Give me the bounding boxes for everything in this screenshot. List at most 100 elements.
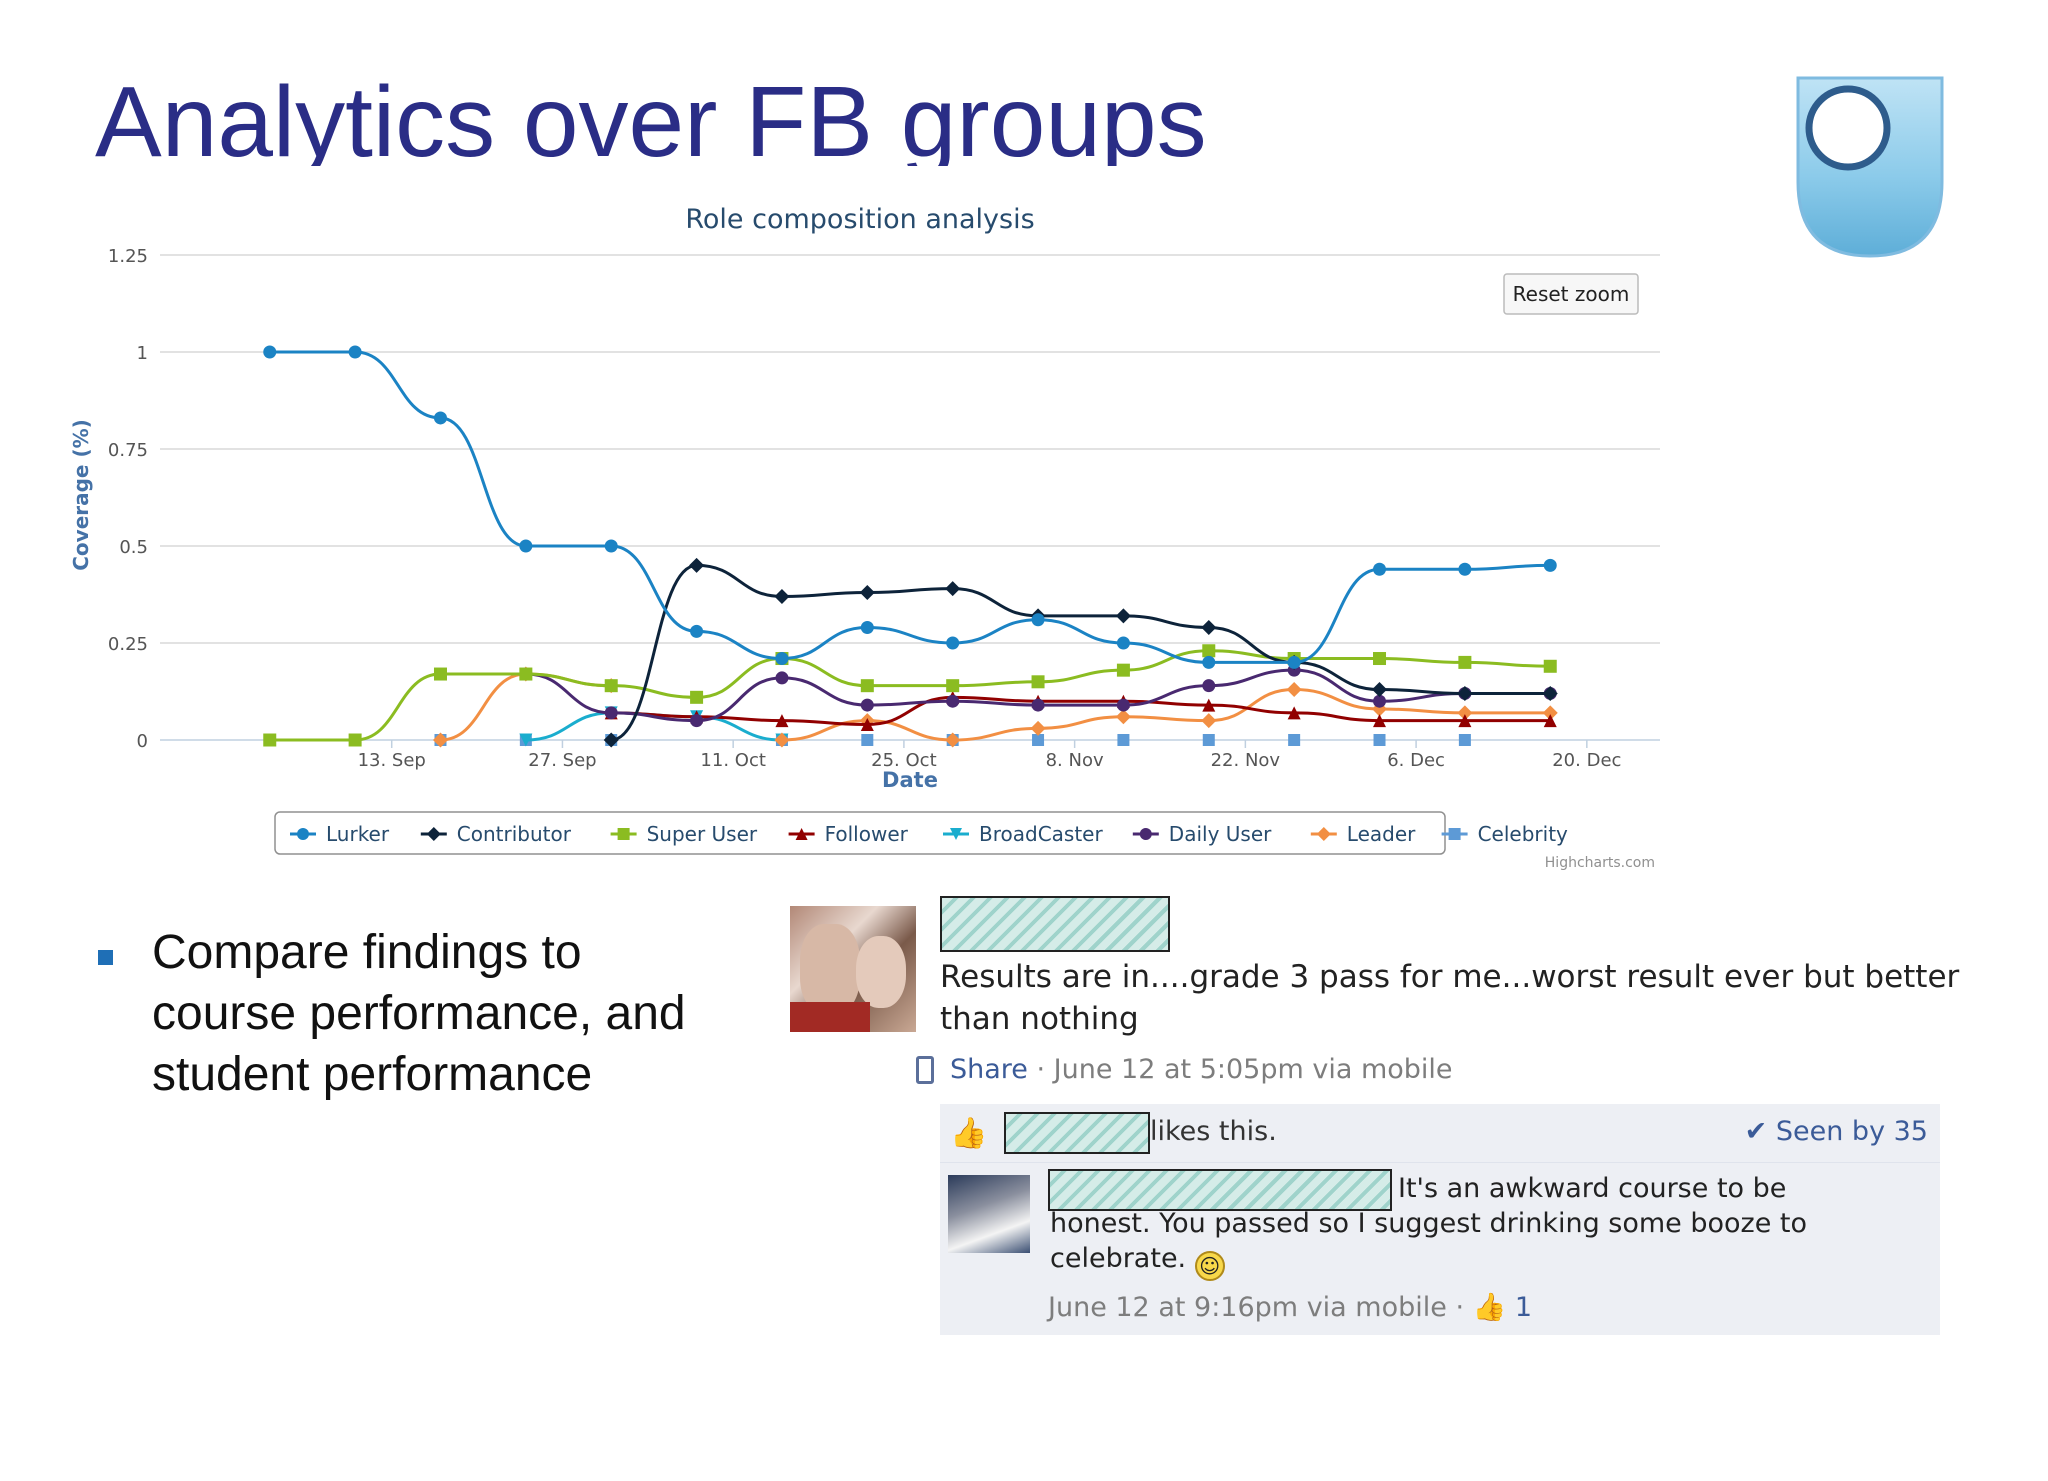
data-point — [1373, 714, 1387, 728]
chart-grid — [160, 254, 1660, 741]
data-point — [263, 733, 277, 747]
data-point — [1139, 828, 1152, 840]
legend-label: Daily User — [1169, 822, 1272, 846]
data-point — [1202, 698, 1216, 712]
data-point — [860, 620, 874, 634]
data-point — [795, 828, 808, 840]
data-point — [1372, 701, 1388, 717]
data-point — [1201, 713, 1217, 729]
legend-label: Contributor — [457, 822, 572, 846]
data-point — [1201, 619, 1217, 635]
series-line — [269, 350, 1551, 664]
comment-text: It's an awkward course to be honest. You… — [1050, 1171, 1890, 1281]
bullet-item: Compare findings to course performance, … — [96, 922, 712, 1105]
data-point — [860, 717, 874, 731]
data-point — [1115, 608, 1131, 624]
data-point — [1031, 613, 1045, 627]
data-point — [348, 733, 362, 747]
y-tick-label: 1.25 — [108, 246, 148, 267]
series-leader — [432, 666, 1558, 748]
share-link[interactable]: Share — [950, 1054, 1028, 1085]
x-tick-label: 11. Oct — [700, 750, 765, 771]
post-author-avatar[interactable] — [790, 906, 916, 1032]
data-point — [519, 733, 533, 747]
data-point — [519, 667, 533, 681]
data-point — [1372, 682, 1388, 698]
legend-item: BroadCaster — [943, 822, 1103, 846]
legend-item: Follower — [788, 822, 909, 846]
redacted-liker-name — [1004, 1112, 1150, 1154]
x-tick-label: 27. Sep — [528, 750, 596, 771]
data-point — [1458, 714, 1472, 728]
data-point — [1286, 682, 1302, 698]
seen-by-count[interactable]: ✔ Seen by 35 — [1744, 1116, 1928, 1147]
y-tick-label: 0 — [137, 731, 148, 752]
chart-title: Role composition analysis — [685, 204, 1034, 235]
post-feedback-box: 👍 likes this. ✔ Seen by 35 It's an awkwa… — [940, 1104, 1940, 1335]
data-point — [1287, 706, 1301, 720]
data-point — [1373, 734, 1386, 746]
x-tick-label: 25. Oct — [871, 750, 936, 771]
data-point — [1542, 685, 1558, 701]
comment-like-count[interactable]: 1 — [1514, 1292, 1533, 1323]
data-point — [1031, 698, 1045, 712]
legend-item: Celebrity — [1441, 822, 1568, 846]
y-axis-ticks: 0 0.25 0.5 0.75 1 1.25 — [108, 246, 148, 752]
y-tick-label: 0.5 — [119, 537, 148, 558]
data-point — [859, 585, 875, 601]
smiley-emoji-icon: ☺ — [1194, 1251, 1225, 1281]
data-point — [1030, 720, 1046, 736]
data-point — [1458, 734, 1471, 746]
facebook-post: Results are in....grade 3 pass for me...… — [790, 896, 1990, 1346]
bullet-square-icon — [98, 950, 113, 965]
data-point — [603, 732, 619, 748]
x-tick-label: 8. Nov — [1046, 750, 1104, 771]
data-point — [432, 732, 448, 748]
data-point — [946, 636, 960, 650]
data-point — [1202, 679, 1216, 693]
data-point — [1116, 698, 1130, 712]
post-timestamp: · June 12 at 5:05pm via mobile — [1027, 1054, 1453, 1085]
data-point — [433, 667, 447, 681]
data-point — [1458, 655, 1472, 669]
series-line — [611, 695, 1551, 726]
chart-series — [263, 345, 1558, 748]
x-tick-label: 22. Nov — [1211, 750, 1281, 771]
data-point — [1543, 558, 1557, 572]
data-point — [1457, 685, 1473, 701]
bullet-text: Compare findings to course performance, … — [152, 926, 686, 1101]
data-point — [1373, 652, 1387, 666]
data-point — [861, 734, 874, 746]
data-point — [348, 345, 362, 359]
data-point — [1542, 705, 1558, 721]
legend-item: Contributor — [420, 822, 572, 846]
reset-zoom-button[interactable]: Reset zoom — [1503, 273, 1639, 315]
slide-title: Analytics over FB groups — [95, 66, 1207, 166]
data-point — [1115, 709, 1131, 725]
data-point — [774, 732, 790, 748]
role-composition-chart: Role composition analysis 0 0.25 0.5 0.75 1 1… — [0, 190, 1700, 890]
data-point — [1116, 636, 1130, 650]
bullet-list: Compare findings to course performance, … — [96, 922, 712, 1105]
series-super-user — [263, 644, 1557, 747]
data-point — [690, 624, 704, 638]
data-point — [860, 698, 874, 712]
data-point — [690, 690, 704, 704]
series-lurker — [263, 345, 1557, 669]
likes-row: 👍 likes this. ✔ Seen by 35 — [940, 1104, 1940, 1163]
y-tick-label: 0.25 — [108, 634, 148, 655]
data-point — [1458, 562, 1472, 576]
data-point — [1287, 655, 1301, 669]
data-point — [1373, 562, 1387, 576]
thumbs-up-icon[interactable]: 👍 — [1472, 1292, 1507, 1323]
data-point — [1457, 705, 1473, 721]
legend-label: Follower — [825, 822, 909, 846]
legend-item: Daily User — [1132, 822, 1272, 846]
data-point — [1032, 734, 1045, 746]
commenter-avatar[interactable] — [948, 1175, 1030, 1253]
chart-legend: Lurker Contributor Super User Follower Broad… — [274, 811, 1568, 855]
data-point — [945, 581, 961, 597]
legend-item: Lurker — [290, 822, 390, 846]
redacted-author-name — [940, 896, 1170, 952]
data-point — [946, 679, 960, 693]
